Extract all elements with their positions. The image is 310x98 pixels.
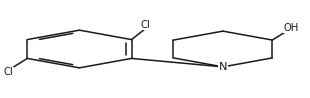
Text: Cl: Cl — [4, 67, 14, 77]
Text: Cl: Cl — [140, 20, 150, 30]
Text: N: N — [219, 62, 227, 72]
Text: OH: OH — [283, 23, 299, 33]
